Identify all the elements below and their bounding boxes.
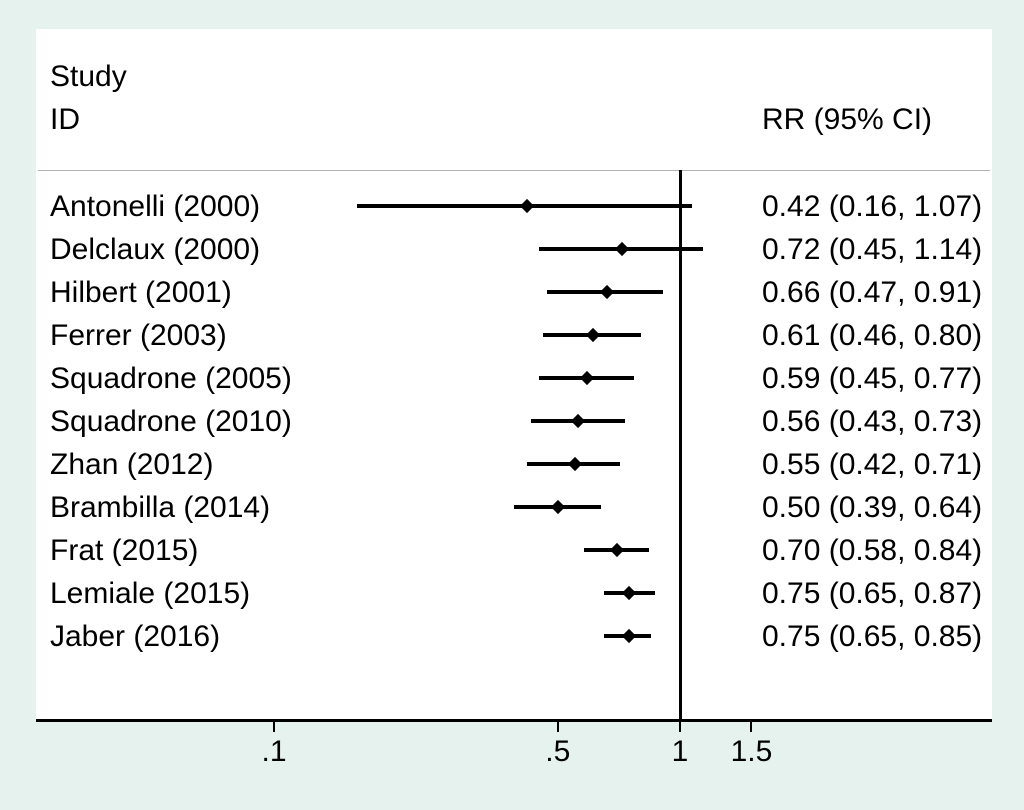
effect-point-diamond	[622, 628, 637, 644]
x-tick-label: 1	[671, 735, 689, 768]
study-header-line2: ID	[50, 103, 80, 136]
effect-point-diamond	[614, 241, 630, 257]
study-label: Antonelli (2000)	[50, 189, 261, 223]
rr-ci-value: 0.75 (0.65, 0.87)	[762, 576, 983, 610]
effect-point-diamond	[570, 413, 585, 429]
effect-point-diamond	[519, 198, 535, 214]
rr-ci-value: 0.55 (0.42, 0.71)	[762, 447, 983, 481]
rr-ci-value: 0.56 (0.43, 0.73)	[762, 404, 983, 438]
study-label: Lemiale (2015)	[50, 576, 251, 610]
study-label: Brambilla (2014)	[50, 490, 271, 524]
effect-point-diamond	[550, 499, 565, 515]
rr-ci-value: 0.72 (0.45, 1.14)	[762, 232, 983, 266]
effect-point-diamond	[599, 284, 614, 300]
study-label: Ferrer (2003)	[50, 318, 227, 352]
effect-point-diamond	[567, 456, 582, 472]
effect-point-diamond	[585, 327, 600, 343]
null-reference-line	[678, 170, 682, 722]
x-tick-label: 1.5	[730, 735, 773, 768]
x-tick-mark	[750, 722, 753, 732]
x-axis-line	[36, 719, 992, 722]
effect-point-diamond	[622, 585, 637, 601]
study-label: Jaber (2016)	[50, 619, 221, 653]
effect-point-diamond	[610, 542, 625, 558]
study-header-line1: Study	[50, 60, 127, 93]
study-label: Squadrone (2010)	[50, 404, 292, 438]
rr-ci-value: 0.61 (0.46, 0.80)	[762, 318, 983, 352]
study-label: Squadrone (2005)	[50, 361, 292, 395]
study-label: Delclaux (2000)	[50, 232, 261, 266]
x-tick-mark	[273, 722, 275, 732]
rr-ci-value: 0.42 (0.16, 1.07)	[762, 189, 983, 223]
plot-panel: Study ID RR (95% CI) Antonelli (2000) 0.4…	[36, 29, 992, 722]
x-tick-mark	[679, 722, 681, 732]
study-label: Hilbert (2001)	[50, 275, 232, 309]
rr-ci-value: 0.50 (0.39, 0.64)	[762, 490, 983, 524]
rr-column-header: RR (95% CI)	[762, 103, 933, 136]
x-tick-mark	[556, 722, 559, 732]
effect-point-diamond	[579, 370, 595, 386]
rr-ci-value: 0.66 (0.47, 0.91)	[762, 275, 983, 309]
header-separator-line	[38, 170, 990, 171]
x-tick-label: .5	[545, 735, 571, 768]
rr-ci-value: 0.75 (0.65, 0.85)	[762, 619, 983, 653]
x-tick-label: .1	[261, 735, 287, 768]
rr-ci-value: 0.59 (0.45, 0.77)	[762, 361, 983, 395]
study-column-header: Study ID	[50, 55, 127, 141]
study-label: Frat (2015)	[50, 533, 199, 567]
study-label: Zhan (2012)	[50, 447, 214, 481]
rr-ci-value: 0.70 (0.58, 0.84)	[762, 533, 983, 567]
